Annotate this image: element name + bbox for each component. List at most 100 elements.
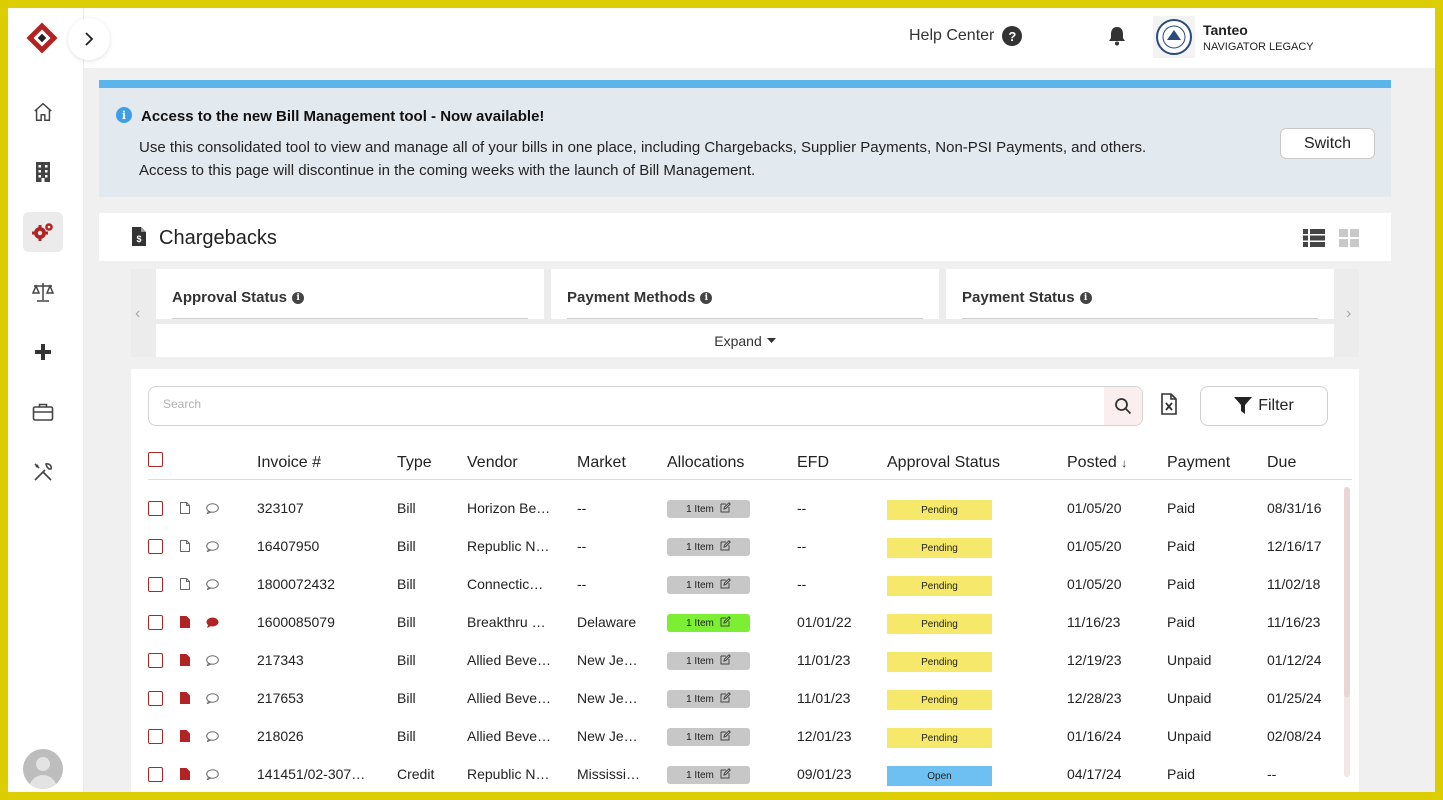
cell-invoice[interactable]: 217653 bbox=[257, 690, 304, 706]
switch-button[interactable]: Switch bbox=[1280, 128, 1375, 159]
allocations-button[interactable]: 1 Item bbox=[667, 614, 750, 632]
file-icon[interactable] bbox=[180, 691, 190, 709]
column-header-type[interactable]: Type bbox=[397, 454, 432, 471]
table-row[interactable]: 217653 Bill Allied Beve… New Je… 11/01/23 12/… bbox=[131, 679, 1359, 717]
organization-name[interactable]: Tanteo bbox=[1203, 22, 1248, 38]
filter-button[interactable]: Filter bbox=[1200, 386, 1328, 426]
comment-icon[interactable] bbox=[206, 577, 219, 595]
table-row[interactable]: 16407950 Bill Republic N… -- -- 01/05/20 Paid 1… bbox=[131, 527, 1359, 565]
row-checkbox[interactable] bbox=[148, 539, 163, 554]
file-icon[interactable] bbox=[180, 577, 190, 595]
list-view-button[interactable] bbox=[1303, 229, 1325, 252]
search-button[interactable] bbox=[1104, 387, 1142, 425]
scrollbar-thumb[interactable] bbox=[1344, 487, 1350, 697]
select-all-checkbox[interactable] bbox=[148, 452, 163, 467]
info-circle-icon: i bbox=[116, 107, 132, 123]
cell-invoice[interactable]: 218026 bbox=[257, 728, 304, 744]
column-header-efd[interactable]: EFD bbox=[797, 454, 829, 471]
allocations-button[interactable]: 1 Item bbox=[667, 576, 750, 594]
column-header-approval-status[interactable]: Approval Status bbox=[887, 454, 1000, 471]
row-checkbox[interactable] bbox=[148, 501, 163, 516]
cell-invoice[interactable]: 1600085079 bbox=[257, 614, 335, 630]
comment-icon[interactable] bbox=[206, 615, 219, 633]
table-row[interactable]: 1800072432 Bill Connectic… -- -- 01/05/20 Paid… bbox=[131, 565, 1359, 603]
sidebar-item-legal[interactable] bbox=[23, 272, 63, 312]
allocations-button[interactable]: 1 Item bbox=[667, 538, 750, 556]
expand-filters-button[interactable]: Expand bbox=[156, 324, 1334, 357]
sidebar-item-settings[interactable] bbox=[23, 212, 63, 252]
row-checkbox[interactable] bbox=[148, 767, 163, 782]
comment-icon[interactable] bbox=[206, 767, 219, 785]
column-header-invoice[interactable]: Invoice # bbox=[257, 454, 322, 471]
table-row[interactable]: 323107 Bill Horizon Be… -- -- 01/05/20 Paid 08/… bbox=[131, 489, 1359, 527]
file-icon[interactable] bbox=[180, 539, 190, 557]
bell-icon bbox=[1109, 27, 1125, 46]
column-header-allocations[interactable]: Allocations bbox=[667, 454, 745, 471]
cell-market: -- bbox=[577, 538, 587, 554]
column-header-due[interactable]: Due bbox=[1267, 454, 1297, 471]
column-header-payment[interactable]: Payment bbox=[1167, 454, 1231, 471]
cell-market: Delaware bbox=[577, 614, 637, 630]
filter-payment-status[interactable]: Payment Status i bbox=[946, 269, 1334, 319]
column-header-market[interactable]: Market bbox=[577, 454, 626, 471]
notifications-button[interactable] bbox=[1108, 26, 1126, 51]
comment-icon[interactable] bbox=[206, 501, 219, 519]
file-icon[interactable] bbox=[180, 615, 190, 633]
cell-posted: 01/05/20 bbox=[1067, 500, 1122, 516]
row-checkbox[interactable] bbox=[148, 729, 163, 744]
allocations-button[interactable]: 1 Item bbox=[667, 766, 750, 784]
help-center-link[interactable]: Help Center ? bbox=[909, 26, 1023, 46]
row-checkbox[interactable] bbox=[148, 615, 163, 630]
allocations-button[interactable]: 1 Item bbox=[667, 728, 750, 746]
cell-invoice[interactable]: 323107 bbox=[257, 500, 304, 516]
column-header-posted[interactable]: Posted ↓ bbox=[1067, 454, 1127, 472]
file-icon[interactable] bbox=[180, 767, 190, 785]
allocations-button[interactable]: 1 Item bbox=[667, 690, 750, 708]
file-icon[interactable] bbox=[180, 501, 190, 519]
cell-invoice[interactable]: 16407950 bbox=[257, 538, 320, 554]
table-row[interactable]: 141451/02-307… Credit Republic N… Mississi…… bbox=[131, 755, 1359, 792]
allocations-label: 1 Item bbox=[686, 541, 714, 553]
export-excel-button[interactable] bbox=[1161, 393, 1177, 420]
sidebar-item-building[interactable] bbox=[23, 152, 63, 192]
user-avatar[interactable] bbox=[23, 749, 63, 789]
table-scrollbar[interactable] bbox=[1344, 487, 1350, 777]
allocations-button[interactable]: 1 Item bbox=[667, 652, 750, 670]
comment-icon[interactable] bbox=[206, 539, 219, 557]
file-icon[interactable] bbox=[180, 729, 190, 747]
grid-view-button[interactable] bbox=[1339, 229, 1359, 252]
cell-posted: 01/16/24 bbox=[1067, 728, 1122, 744]
organization-seal-logo bbox=[1153, 16, 1195, 58]
file-icon[interactable] bbox=[180, 653, 190, 671]
cell-invoice[interactable]: 141451/02-307… bbox=[257, 766, 366, 782]
status-badge: Pending bbox=[887, 728, 992, 748]
sidebar-item-add[interactable] bbox=[23, 332, 63, 372]
cell-invoice[interactable]: 217343 bbox=[257, 652, 304, 668]
chevron-left-icon[interactable]: ‹ bbox=[135, 305, 141, 322]
sidebar-item-tools[interactable] bbox=[23, 452, 63, 492]
cell-posted: 04/17/24 bbox=[1067, 766, 1122, 782]
comment-icon[interactable] bbox=[206, 729, 219, 747]
comment-icon[interactable] bbox=[206, 653, 219, 671]
table-row[interactable]: 218026 Bill Allied Beve… New Je… 12/01/23 01/… bbox=[131, 717, 1359, 755]
question-circle-icon: ? bbox=[1002, 26, 1023, 46]
sidebar-toggle-button[interactable] bbox=[68, 18, 110, 60]
chevron-right-icon[interactable]: › bbox=[1346, 305, 1352, 322]
row-checkbox[interactable] bbox=[148, 653, 163, 668]
row-checkbox[interactable] bbox=[148, 577, 163, 592]
sidebar-item-home[interactable] bbox=[23, 92, 63, 132]
comment-icon[interactable] bbox=[206, 691, 219, 709]
column-header-vendor[interactable]: Vendor bbox=[467, 454, 518, 471]
sidebar-item-briefcase[interactable] bbox=[23, 392, 63, 432]
column-header-posted-label: Posted bbox=[1067, 454, 1117, 471]
sidebar bbox=[8, 8, 84, 792]
table-row[interactable]: 217343 Bill Allied Beve… New Je… 11/01/23 12/… bbox=[131, 641, 1359, 679]
app-logo[interactable] bbox=[26, 22, 58, 54]
filter-payment-methods[interactable]: Payment Methods i bbox=[551, 269, 939, 319]
table-row[interactable]: 1600085079 Bill Breakthru … Delaware 01/01/2… bbox=[131, 603, 1359, 641]
cell-invoice[interactable]: 1800072432 bbox=[257, 576, 335, 592]
row-checkbox[interactable] bbox=[148, 691, 163, 706]
filter-approval-status[interactable]: Approval Status i bbox=[156, 269, 544, 319]
allocations-button[interactable]: 1 Item bbox=[667, 500, 750, 518]
search-input[interactable] bbox=[163, 397, 1063, 411]
